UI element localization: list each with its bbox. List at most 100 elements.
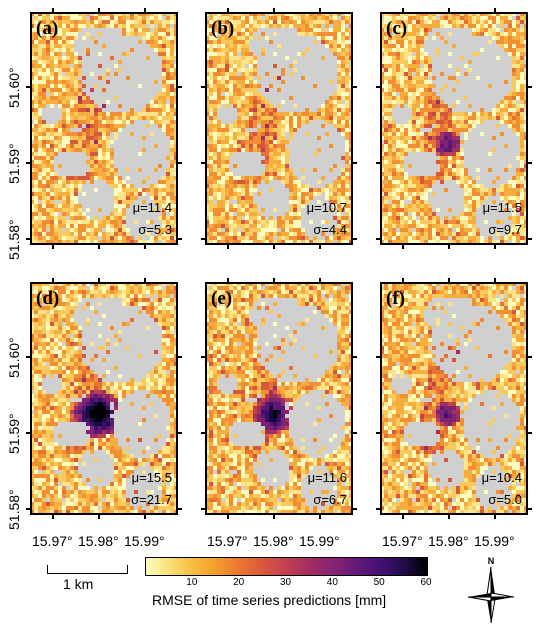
north-label: N [488,556,495,566]
x-tick-label: 15.99° [299,533,340,549]
y-tick-label: 51.60° [6,337,22,378]
y-tick [376,432,380,434]
map-panel-b: (b) μ=10.7 σ=4.4 [205,12,353,245]
x-tick-label: 15.97° [32,533,73,549]
mean-value: μ=11.4 [132,200,172,215]
y-tick [528,508,532,510]
std-value: σ=9.7 [488,222,522,237]
x-tick [402,278,404,282]
colorbar-title: RMSE of time series predictions [mm] [152,592,387,608]
std-value: σ=4.4 [313,222,347,237]
x-tick [98,245,100,249]
y-tick [26,238,30,240]
mean-value: μ=10.7 [306,200,347,215]
std-value: σ=6.7 [313,492,347,507]
map-panel-d: (d) μ=15.5 σ=21.7 [30,282,178,515]
x-tick [144,245,146,249]
map-panel-c: (c) μ=11.5 σ=9.7 [380,12,528,245]
x-tick [52,245,54,249]
x-tick [319,278,321,282]
panel-label: (d) [36,288,60,309]
map-panel-e: (e) μ=11.6 σ=6.7 [205,282,353,515]
mean-value: μ=10.4 [481,470,522,485]
y-tick-label: 51.59° [6,413,22,454]
y-tick [353,508,357,510]
x-tick-label: 15.99° [124,533,165,549]
rmse-raster [30,282,178,515]
y-tick [201,162,205,164]
x-tick [227,245,229,249]
panel-label: (a) [36,18,59,39]
x-tick-label: 15.98° [428,533,469,549]
colorbar-tick-label: 50 [373,577,385,588]
y-tick [201,432,205,434]
rmse-raster [30,12,178,245]
x-tick [273,278,275,282]
map-panel-a: (a) μ=11.4 σ=5.3 [30,12,178,245]
y-tick [376,162,380,164]
mean-value: μ=15.5 [131,470,172,485]
y-tick [178,86,182,88]
x-tick [144,278,146,282]
north-arrow-icon: N [467,556,515,623]
y-tick [376,356,380,358]
mean-value: μ=11.5 [482,200,522,215]
x-tick [144,515,146,519]
x-tick [52,515,54,519]
y-tick-label: 51.59° [6,143,22,184]
y-tick-label: 51.58° [6,219,22,260]
y-tick [353,432,357,434]
x-tick [52,8,54,12]
y-tick [201,356,205,358]
x-tick [52,278,54,282]
colorbar-tick-label: 40 [326,577,338,588]
y-tick-label: 51.60° [6,67,22,108]
x-tick [494,8,496,12]
mean-value: μ=11.6 [307,470,347,485]
std-value: σ=5.0 [488,492,522,507]
colorbar [145,557,428,576]
x-tick [319,515,321,519]
x-tick-label: 15.98° [78,533,119,549]
x-tick [319,245,321,249]
y-tick [376,86,380,88]
x-tick [402,515,404,519]
scale-bar [47,565,128,574]
x-tick-label: 15.98° [253,533,294,549]
panel-label: (c) [386,18,408,39]
x-tick [448,245,450,249]
colorbar-tick-label: 20 [233,577,245,588]
x-tick-label: 15.97° [207,533,248,549]
x-tick [98,278,100,282]
y-tick [353,356,357,358]
y-tick [528,238,532,240]
x-tick [273,245,275,249]
x-tick [273,515,275,519]
y-tick [26,356,30,358]
rmse-raster [205,12,353,245]
x-tick [319,8,321,12]
colorbar-tick-label: 10 [186,577,198,588]
y-tick [376,508,380,510]
x-tick [273,8,275,12]
x-tick [448,278,450,282]
x-tick [227,8,229,12]
x-tick [494,245,496,249]
y-tick [178,432,182,434]
y-tick [178,162,182,164]
y-tick [26,86,30,88]
x-tick [494,515,496,519]
y-tick [376,238,380,240]
std-value: σ=5.3 [138,222,172,237]
rmse-raster [205,282,353,515]
y-tick [26,162,30,164]
y-tick [178,238,182,240]
y-tick [201,86,205,88]
y-tick [26,508,30,510]
x-tick [448,8,450,12]
y-tick [528,356,532,358]
y-tick [201,508,205,510]
y-tick [528,162,532,164]
y-tick [178,508,182,510]
colorbar-tick-label: 30 [279,577,292,588]
